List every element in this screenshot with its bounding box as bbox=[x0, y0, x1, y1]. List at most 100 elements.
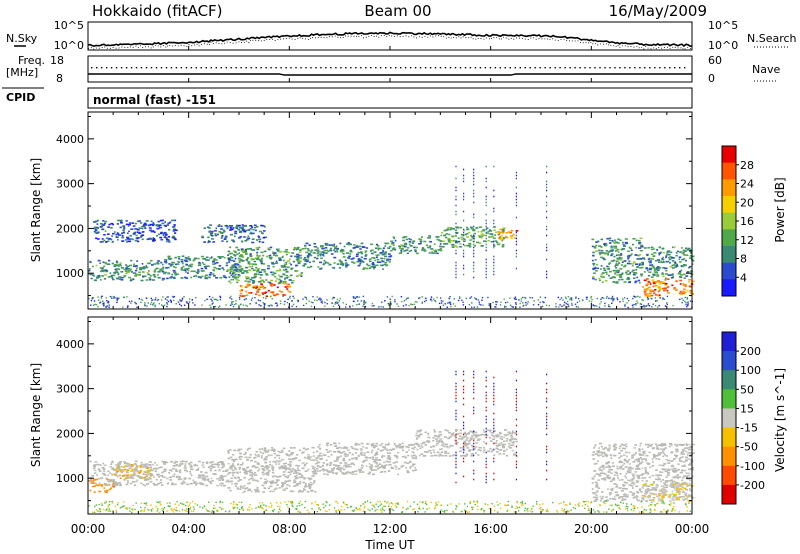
freq-tick-top: 18 bbox=[50, 54, 64, 67]
nave-dot bbox=[385, 67, 387, 69]
power-region bbox=[642, 278, 695, 297]
velocity-colorbar-tick-label: -50 bbox=[740, 441, 758, 454]
nsearch-trace bbox=[87, 34, 693, 51]
nave-dot bbox=[330, 67, 332, 69]
nave-dot bbox=[609, 67, 611, 69]
nave-dot bbox=[270, 67, 272, 69]
velocity-scatter bbox=[88, 370, 696, 514]
velocity-colorbar-segment bbox=[722, 446, 736, 467]
nave-dot bbox=[150, 67, 153, 69]
nave-dot bbox=[350, 67, 352, 69]
power-colorbar-tick-label: 8 bbox=[740, 253, 747, 266]
nave-dot bbox=[644, 67, 646, 69]
nave-dot bbox=[400, 67, 402, 69]
power-colorbar-segment bbox=[722, 179, 736, 197]
nave-dot bbox=[195, 67, 197, 69]
nave-dot bbox=[544, 67, 546, 69]
nave-dot bbox=[449, 67, 452, 69]
nave-dot bbox=[489, 67, 492, 69]
cpid-value: normal (fast) -151 bbox=[93, 93, 216, 107]
nave-dot bbox=[499, 67, 501, 69]
power-colorbar-segment bbox=[722, 262, 736, 280]
velocity-colorbar-segment bbox=[722, 389, 736, 409]
nave-dot bbox=[679, 67, 681, 69]
nave-dot bbox=[509, 67, 511, 69]
power-region bbox=[440, 226, 506, 248]
nsky-trace bbox=[87, 31, 692, 48]
nave-dot bbox=[589, 67, 591, 69]
power-region bbox=[88, 259, 166, 282]
nave-dot bbox=[454, 67, 457, 69]
nave-dot bbox=[215, 67, 217, 69]
power-region bbox=[239, 282, 292, 298]
nave-dot bbox=[459, 67, 462, 69]
power-region bbox=[390, 235, 443, 255]
nave-dot bbox=[684, 67, 686, 69]
nave-dot bbox=[365, 67, 367, 69]
nave-dot bbox=[200, 67, 202, 69]
velocity-colorbar-segment bbox=[722, 408, 736, 428]
nave-dot bbox=[559, 67, 561, 69]
nave-dot bbox=[140, 67, 143, 69]
x-tick-label: 16:00 bbox=[473, 522, 508, 536]
nave-dot bbox=[549, 67, 551, 69]
power-region bbox=[93, 219, 178, 243]
power-colorbar-segment bbox=[722, 196, 736, 213]
velocity-colorbar-tick-label: 200 bbox=[740, 345, 761, 358]
nave-dot bbox=[424, 67, 427, 69]
velocity-colorbar-segment bbox=[722, 484, 736, 505]
nave-dot bbox=[96, 67, 98, 69]
nave-dot bbox=[125, 67, 128, 69]
power-ytick-label: 2000 bbox=[56, 222, 84, 235]
nave-dot bbox=[529, 67, 531, 69]
power-colorbar-segment bbox=[722, 246, 736, 263]
velocity-colorbar-segment bbox=[722, 351, 736, 371]
power-region bbox=[498, 228, 519, 241]
nave-dot bbox=[669, 67, 671, 69]
nave-dot bbox=[464, 67, 467, 69]
power-ytick-label: 3000 bbox=[56, 178, 84, 191]
nave-dot bbox=[135, 67, 138, 69]
nave-dot bbox=[235, 67, 237, 69]
cpid-frame bbox=[87, 87, 693, 109]
power-colorbar-segment bbox=[722, 146, 736, 163]
nave-dot bbox=[564, 67, 566, 69]
nave-dot bbox=[504, 67, 506, 69]
nave-dot bbox=[370, 67, 372, 69]
power-colorbar: 28 24 20 16 12 8 4 bbox=[721, 145, 754, 297]
nave-dot bbox=[554, 67, 556, 69]
freq-label: Freq. bbox=[18, 54, 45, 67]
nave-dot bbox=[469, 67, 472, 69]
nave-dot bbox=[91, 67, 93, 69]
nave-dot bbox=[380, 67, 382, 69]
x-tick-label: 20:00 bbox=[574, 522, 609, 536]
nave-dot bbox=[674, 67, 676, 69]
nave-dot bbox=[230, 67, 232, 69]
nave-dot bbox=[444, 67, 447, 69]
nave-dot bbox=[210, 67, 212, 69]
velocity-y-axis: 1000 2000 3000 4000 bbox=[56, 320, 692, 502]
nave-dot bbox=[175, 67, 178, 69]
velocity-near-range bbox=[88, 500, 691, 514]
nave-dot bbox=[534, 67, 536, 69]
velocity-region bbox=[89, 460, 229, 487]
nave-dot bbox=[115, 67, 118, 69]
nave-dot bbox=[305, 67, 307, 69]
power-y-axis: 1000 2000 3000 4000 bbox=[56, 115, 692, 297]
nave-dot bbox=[434, 67, 437, 69]
nave-dot bbox=[250, 67, 252, 69]
nave-dot bbox=[664, 67, 666, 69]
nave-dot bbox=[584, 67, 586, 69]
nave-dot bbox=[654, 67, 656, 69]
beam-title: Beam 00 bbox=[364, 2, 431, 20]
nave-dot bbox=[479, 67, 482, 69]
nave-dot bbox=[649, 67, 651, 69]
nave-dot bbox=[185, 67, 188, 69]
nave-tick-top: 60 bbox=[708, 54, 722, 67]
date-title: 16/May/2009 bbox=[609, 2, 707, 20]
velocity-ytick-label: 2000 bbox=[56, 427, 84, 440]
nave-dot bbox=[275, 67, 277, 69]
power-colorbar-label: Power [dB] bbox=[773, 177, 787, 242]
x-tick-label: 00:00 bbox=[675, 522, 710, 536]
